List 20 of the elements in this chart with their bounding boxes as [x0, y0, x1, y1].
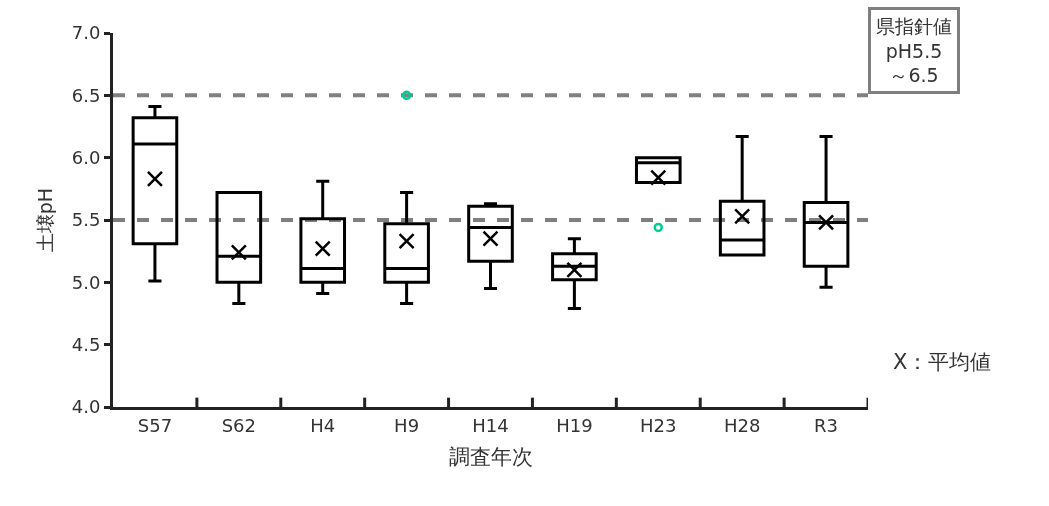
x-tick-label: H19: [556, 414, 593, 436]
y-tick-label: 6.0: [71, 146, 101, 168]
y-tick-label: 5.0: [71, 271, 101, 293]
x-tick-label: H23: [640, 414, 677, 436]
y-tick-label: 4.5: [71, 333, 101, 355]
text: X：平均値: [893, 350, 992, 374]
y-tick-label: 6.5: [71, 84, 101, 106]
x-tick-label: H14: [472, 414, 509, 436]
x-axis-title: 調査年次: [448, 444, 533, 469]
x-tick-label: S57: [137, 414, 173, 436]
x-tick-label: H28: [723, 414, 761, 436]
y-axis-title: 土壌pH: [33, 187, 56, 253]
x-tick-label: R3: [814, 414, 839, 436]
x-tick-label: S62: [221, 414, 256, 436]
y-tick-label: 5.5: [71, 209, 101, 231]
x-tick-label: H9: [394, 414, 420, 436]
text: 県指針値 pH5.5 ～6.5: [876, 15, 952, 87]
y-tick-label: 7.0: [71, 22, 101, 44]
y-tick-label: 4.0: [71, 396, 101, 418]
x-tick-label: H4: [310, 414, 336, 436]
